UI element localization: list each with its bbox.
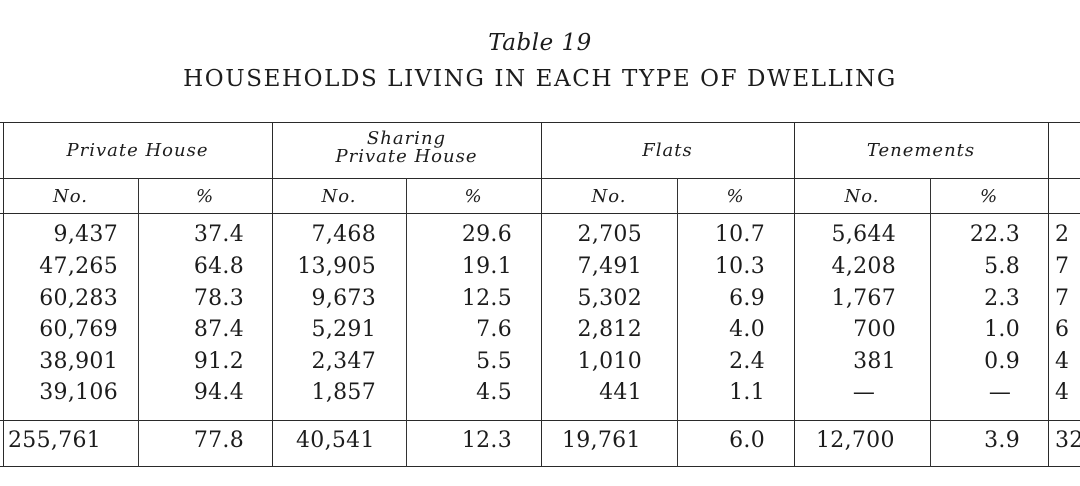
cell-sharing-percent: 5.5 bbox=[476, 349, 512, 374]
cell-sharing-percent: 12.5 bbox=[461, 286, 512, 311]
subheader-number: No. bbox=[321, 186, 357, 207]
cell-private-house-percent: 94.4 bbox=[193, 380, 244, 405]
cell-private-house-number: 255,761 bbox=[8, 428, 102, 453]
cell-flats-number: 2,812 bbox=[577, 317, 642, 342]
cell-tenements-percent: 3.9 bbox=[984, 428, 1020, 453]
cell-next-column-number: 7 bbox=[1055, 286, 1070, 311]
cell-flats-number: 2,705 bbox=[577, 222, 642, 247]
cell-tenements-percent: 5.8 bbox=[984, 254, 1020, 279]
cell-tenements-percent: 2.3 bbox=[984, 286, 1020, 311]
cell-next-column-number: 4 bbox=[1055, 349, 1070, 374]
rule-group-divider-1 bbox=[272, 122, 273, 467]
cell-sharing-number: 7,468 bbox=[311, 222, 376, 247]
cell-private-house-percent: 37.4 bbox=[193, 222, 244, 247]
rule-subcol-4 bbox=[930, 178, 931, 467]
rule-group-divider-3 bbox=[794, 122, 795, 467]
rule-group-divider-4 bbox=[1048, 122, 1049, 467]
cell-flats-percent: 10.7 bbox=[714, 222, 765, 247]
cell-flats-number: 441 bbox=[599, 380, 642, 405]
rule-subcol-1 bbox=[138, 178, 139, 467]
rule-top bbox=[0, 122, 1080, 123]
subheader-number: No. bbox=[591, 186, 627, 207]
cell-flats-number: 5,302 bbox=[577, 286, 642, 311]
cell-sharing-percent: 7.6 bbox=[476, 317, 512, 342]
group-header-label: Flats bbox=[642, 140, 693, 161]
cell-sharing-number: 5,291 bbox=[311, 317, 376, 342]
table-heading: HOUSEHOLDS LIVING IN EACH TYPE OF DWELLI… bbox=[183, 66, 897, 92]
cell-next-column-number: 2 bbox=[1055, 222, 1070, 247]
cell-flats-percent: 2.4 bbox=[729, 349, 765, 374]
cell-private-house-number: 60,769 bbox=[39, 317, 118, 342]
cell-flats-number: 1,010 bbox=[577, 349, 642, 374]
cell-sharing-number: 1,857 bbox=[311, 380, 376, 405]
cell-private-house-number: 47,265 bbox=[39, 254, 118, 279]
cell-flats-number: 19,761 bbox=[562, 428, 641, 453]
group-header-label: Tenements bbox=[866, 140, 976, 161]
cell-private-house-percent: 77.8 bbox=[193, 428, 244, 453]
table-number: Table 19 bbox=[488, 30, 592, 56]
group-header-flats: Flats bbox=[541, 142, 794, 160]
subheader-number: No. bbox=[844, 186, 880, 207]
cell-sharing-number: 13,905 bbox=[297, 254, 376, 279]
group-header-label-line-2: Private House bbox=[335, 146, 478, 167]
group-header-label: Private House bbox=[66, 140, 209, 161]
cell-sharing-percent: 19.1 bbox=[461, 254, 512, 279]
cell-flats-percent: 4.0 bbox=[729, 317, 765, 342]
cell-next-column-number: 6 bbox=[1055, 317, 1070, 342]
group-header-label-line-1: Sharing bbox=[366, 128, 447, 149]
cell-tenements-number: 700 bbox=[853, 317, 896, 342]
rule-bottom bbox=[0, 466, 1080, 467]
cell-tenements-number: 5,644 bbox=[831, 222, 896, 247]
cell-sharing-number: 9,673 bbox=[311, 286, 376, 311]
cell-tenements-number: 12,700 bbox=[816, 428, 895, 453]
cell-sharing-percent: 29.6 bbox=[461, 222, 512, 247]
group-header-sharing-private-house: Sharing Private House bbox=[272, 130, 541, 166]
cell-flats-percent: 1.1 bbox=[729, 380, 765, 405]
subheader-percent: % bbox=[464, 186, 483, 207]
cell-tenements-number: 4,208 bbox=[831, 254, 896, 279]
cell-sharing-number: 40,541 bbox=[296, 428, 375, 453]
cell-private-house-percent: 91.2 bbox=[193, 349, 244, 374]
cell-flats-percent: 6.0 bbox=[729, 428, 765, 453]
cell-tenements-number: 1,767 bbox=[831, 286, 896, 311]
subheader-percent: % bbox=[195, 186, 215, 207]
subheader-percent: % bbox=[726, 186, 745, 207]
cell-tenements-percent: — bbox=[988, 380, 1012, 405]
rule-under-subheader bbox=[0, 213, 1080, 214]
cell-private-house-number: 60,283 bbox=[39, 286, 118, 311]
cell-tenements-number: — bbox=[852, 380, 876, 405]
rule-group-divider-2 bbox=[541, 122, 542, 467]
cell-tenements-percent: 1.0 bbox=[984, 317, 1020, 342]
cell-next-column-number: 7 bbox=[1055, 254, 1070, 279]
cell-next-column-number: 32 bbox=[1055, 428, 1080, 453]
group-header-tenements: Tenements bbox=[794, 142, 1048, 160]
cell-next-column-number: 4 bbox=[1055, 380, 1070, 405]
cell-private-house-number: 38,901 bbox=[39, 349, 118, 374]
group-header-private-house: Private House bbox=[3, 142, 272, 160]
cell-flats-percent: 10.3 bbox=[714, 254, 765, 279]
rule-subcol-3 bbox=[677, 178, 678, 467]
subheader-number: No. bbox=[53, 186, 88, 207]
cell-sharing-percent: 12.3 bbox=[461, 428, 512, 453]
cell-private-house-number: 39,106 bbox=[39, 380, 118, 405]
rule-above-total bbox=[0, 420, 1080, 421]
cell-private-house-percent: 64.8 bbox=[193, 254, 244, 279]
cell-sharing-percent: 4.5 bbox=[476, 380, 512, 405]
cell-flats-number: 7,491 bbox=[577, 254, 642, 279]
cell-tenements-percent: 0.9 bbox=[984, 349, 1020, 374]
cell-sharing-number: 2,347 bbox=[311, 349, 376, 374]
cell-tenements-percent: 22.3 bbox=[969, 222, 1020, 247]
rule-under-group bbox=[0, 178, 1080, 179]
cell-tenements-number: 381 bbox=[853, 349, 896, 374]
cell-private-house-percent: 78.3 bbox=[193, 286, 244, 311]
cell-private-house-percent: 87.4 bbox=[193, 317, 244, 342]
subheader-percent: % bbox=[979, 186, 999, 207]
cell-private-house-number: 9,437 bbox=[53, 222, 118, 247]
cell-flats-percent: 6.9 bbox=[729, 286, 765, 311]
rule-left-edge bbox=[3, 122, 4, 467]
rule-subcol-2 bbox=[406, 178, 407, 467]
